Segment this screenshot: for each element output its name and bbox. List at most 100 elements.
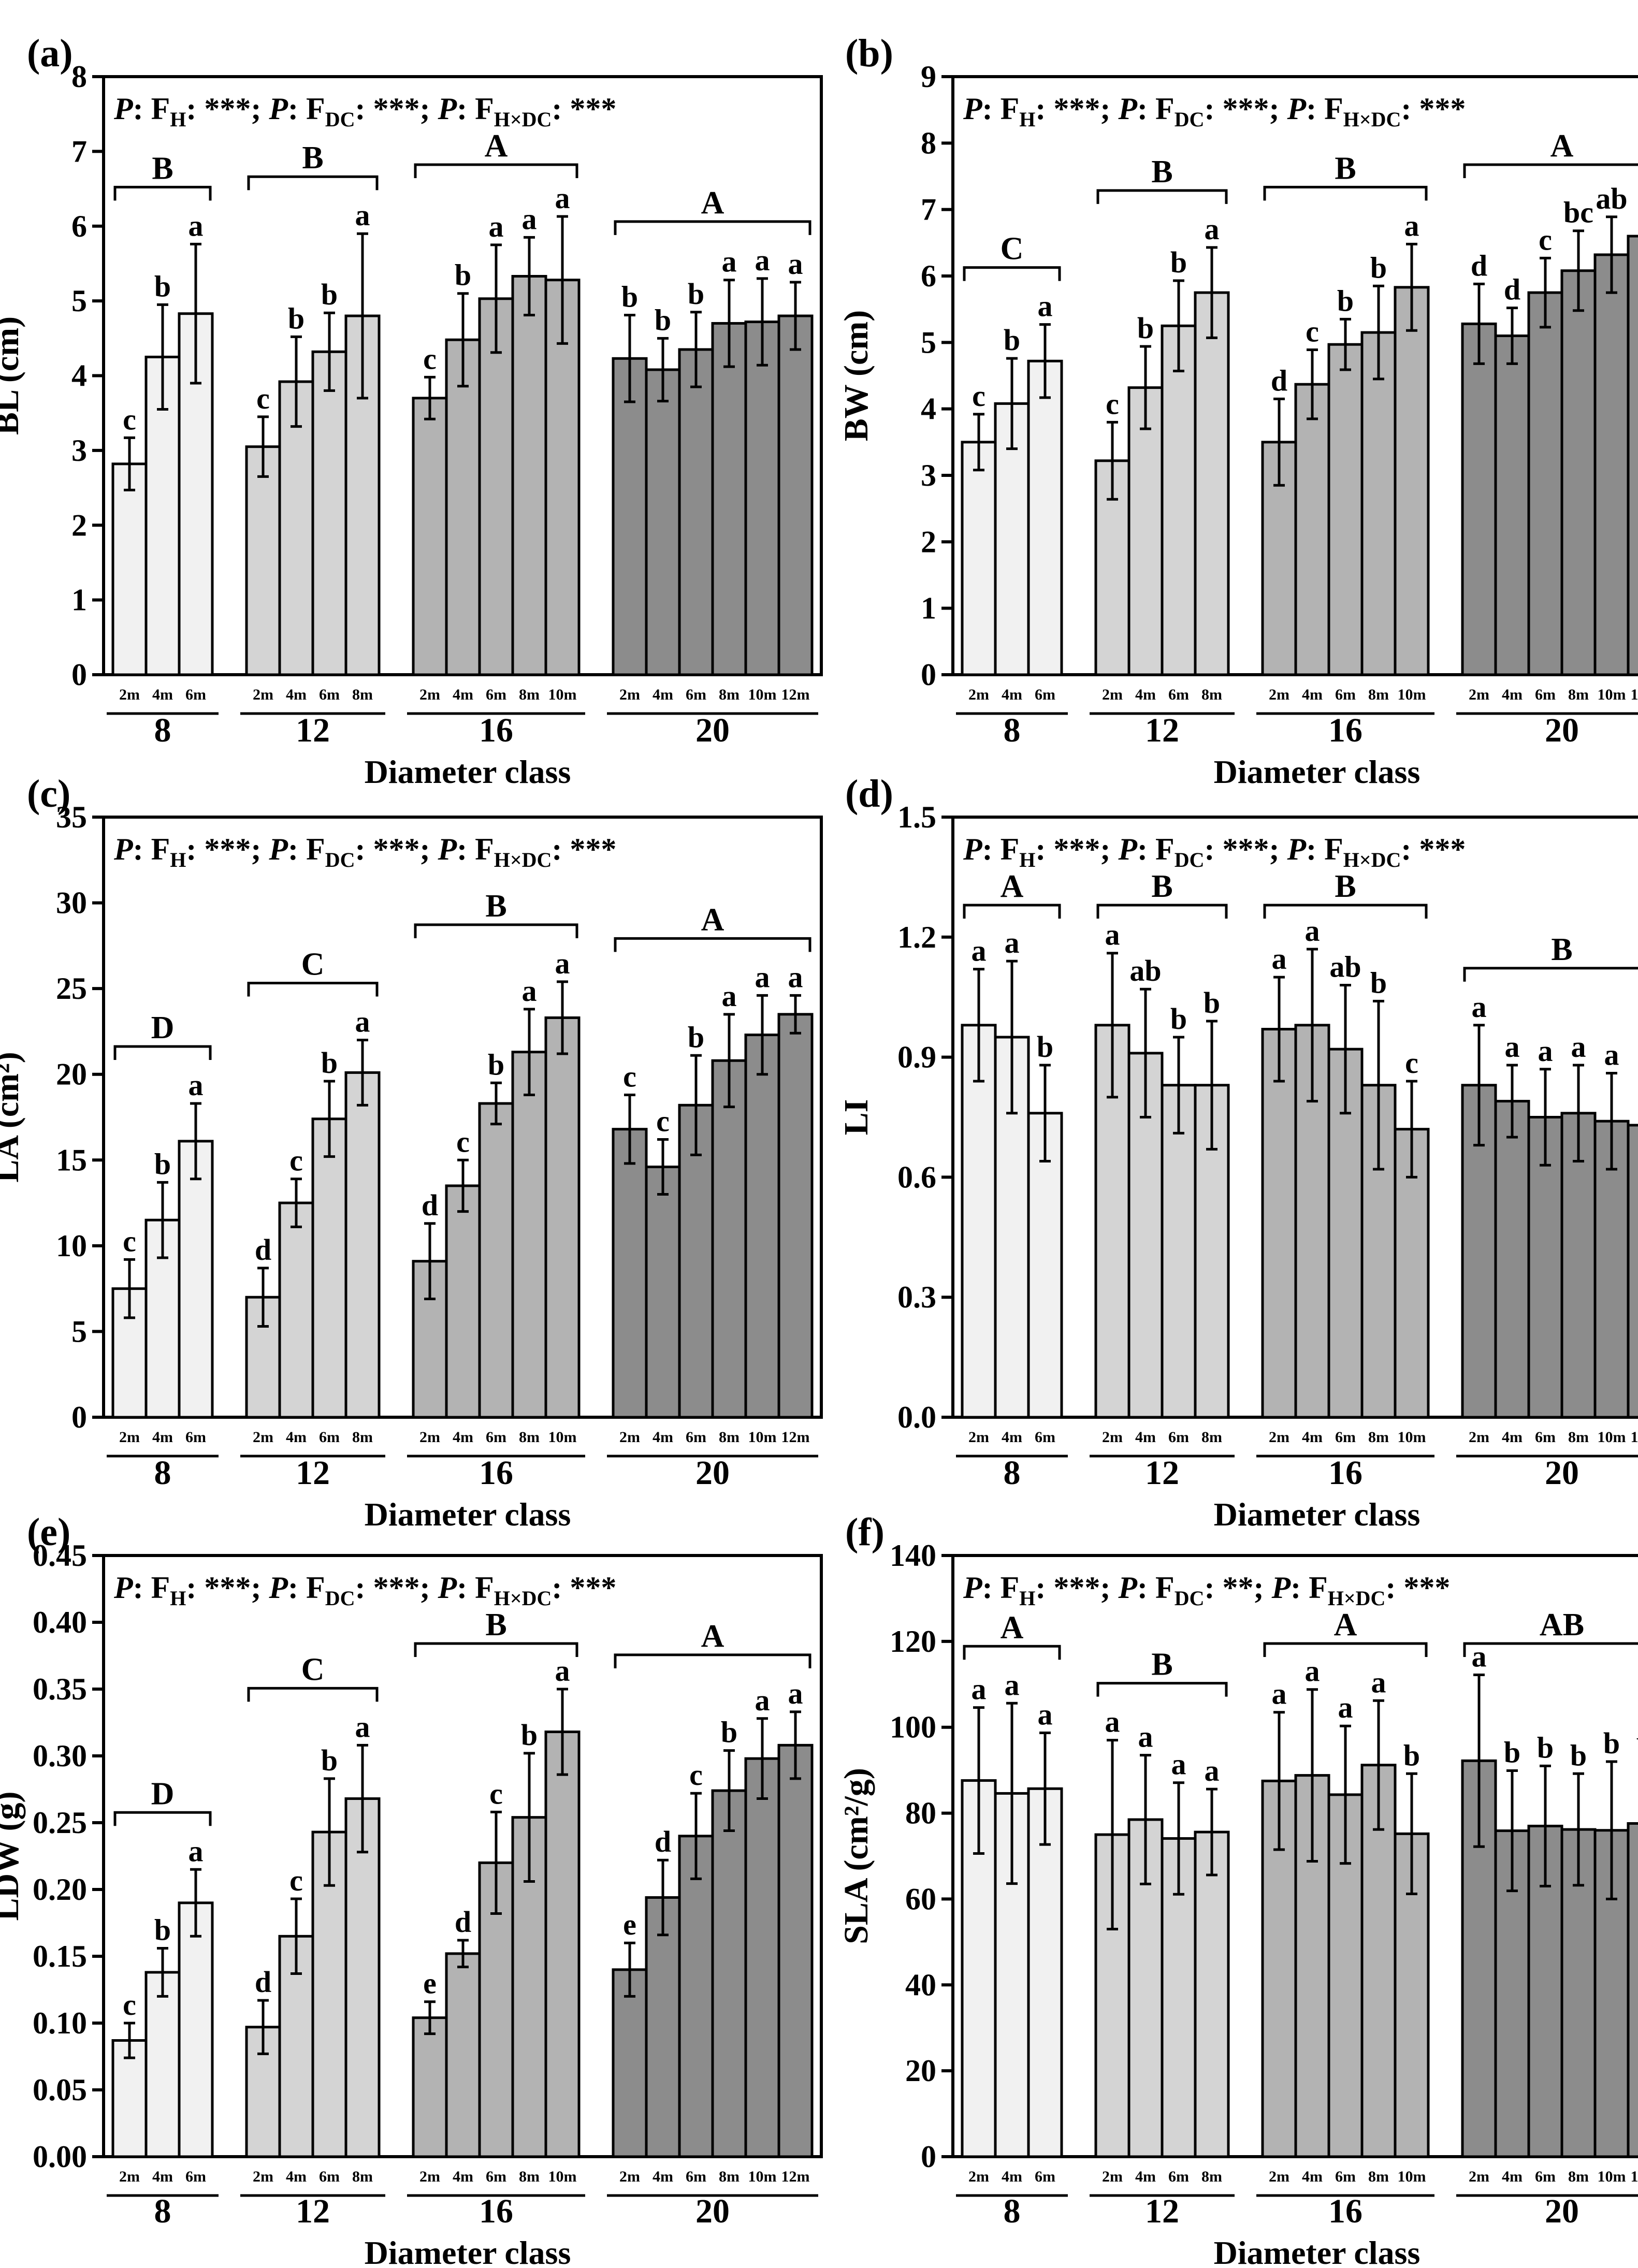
- height-label: 4m: [152, 1429, 173, 1446]
- group-letter: B: [485, 889, 506, 924]
- y-tick-label: 0.20: [33, 1872, 87, 1907]
- diameter-class-label: 16: [1328, 711, 1362, 749]
- bar: [777, 1743, 814, 2158]
- stats-p: P: [963, 1571, 983, 1605]
- y-tick-label: 1: [71, 583, 87, 617]
- significance-letter: b: [1603, 1726, 1620, 1760]
- bar: [111, 462, 148, 676]
- stats-p: P: [963, 92, 983, 126]
- significance-letter: b: [1537, 1731, 1554, 1764]
- significance-letter: a: [755, 1683, 770, 1717]
- significance-letter: a: [1205, 1754, 1220, 1787]
- stats-f-dc: ***: [373, 1571, 419, 1605]
- significance-letter: a: [189, 1068, 204, 1102]
- stats-f-hdc: ***: [1419, 92, 1466, 126]
- height-label: 4m: [1135, 1429, 1156, 1446]
- y-tick-label: 1: [921, 591, 936, 626]
- significance-letter: a: [1038, 289, 1053, 323]
- bar: [1194, 291, 1230, 676]
- height-label: 6m: [1535, 1429, 1556, 1446]
- stats-sub-h: H: [170, 108, 186, 131]
- stats-f: : F: [1306, 832, 1343, 866]
- significance-letter: b: [154, 1913, 171, 1947]
- significance-letter: c: [289, 1144, 303, 1177]
- group-bracket: [1463, 967, 1638, 982]
- diameter-class-label: 16: [479, 2192, 513, 2230]
- height-label: 8m: [519, 1429, 540, 1446]
- significance-letter: d: [422, 1188, 438, 1222]
- y-tick-label: 5: [71, 1314, 87, 1348]
- stats-p: P: [437, 1571, 457, 1605]
- y-tick-label: 120: [890, 1624, 936, 1659]
- significance-letter: a: [972, 1673, 987, 1706]
- y-tick-label: 0: [921, 658, 936, 692]
- height-label: 2m: [1102, 1429, 1123, 1446]
- x-axis-title: Diameter class: [1214, 753, 1420, 790]
- group-letter: D: [151, 1010, 175, 1045]
- stats-f-hdc: ***: [570, 1571, 616, 1605]
- group-bracket: [247, 981, 379, 997]
- y-tick-label: 4: [71, 359, 87, 393]
- height-label: 4m: [453, 2168, 473, 2185]
- bar: [311, 350, 347, 676]
- height-label: 8m: [1201, 1429, 1222, 1446]
- y-tick-label: 0.00: [33, 2140, 87, 2174]
- y-tick-label: 10: [56, 1229, 87, 1263]
- height-label: 4m: [1302, 2168, 1323, 2185]
- group-letter: B: [485, 1607, 506, 1642]
- y-tick-label: 0: [921, 2140, 936, 2174]
- height-label: 6m: [686, 1429, 706, 1446]
- significance-letter: d: [655, 1825, 671, 1858]
- stats-sep: ;: [251, 832, 269, 866]
- group-letter: B: [1151, 154, 1172, 190]
- bar: [645, 1166, 681, 1419]
- group-bracket: [1263, 904, 1428, 919]
- group-bracket: [414, 923, 578, 938]
- significance-letter: b: [1337, 284, 1354, 317]
- significance-letter: c: [123, 402, 136, 436]
- stats-f-h: ***: [204, 92, 251, 126]
- significance-letter: a: [522, 202, 537, 236]
- significance-letter: c: [623, 1059, 636, 1093]
- bar: [744, 321, 780, 676]
- height-label: 10m: [1398, 2168, 1426, 2185]
- significance-letter: a: [1105, 1705, 1120, 1739]
- height-label: 12m: [781, 2168, 810, 2185]
- y-tick-label: 4: [921, 392, 936, 426]
- stats-sep: :: [355, 832, 373, 866]
- bar: [245, 445, 281, 676]
- height-label: 8m: [719, 686, 740, 703]
- stats-f: : F: [288, 92, 325, 126]
- group-letter: A: [701, 902, 724, 937]
- height-label: 8m: [1368, 2168, 1389, 2185]
- height-label: 2m: [1102, 686, 1123, 703]
- height-label: 8m: [1568, 2168, 1589, 2185]
- stats-p: P: [1118, 92, 1138, 126]
- significance-letter: a: [755, 243, 770, 277]
- height-label: 6m: [319, 686, 340, 703]
- stats-f: : F: [982, 92, 1020, 126]
- y-tick-label: 6: [921, 259, 936, 293]
- stats-f: : F: [982, 1571, 1020, 1605]
- x-axis-title: Diameter class: [365, 1496, 571, 1533]
- stats-sep: :: [552, 832, 570, 866]
- significance-letter: a: [489, 210, 504, 243]
- group-letter: D: [151, 1776, 175, 1811]
- stats-f: : F: [1306, 92, 1343, 126]
- height-label: 2m: [1469, 686, 1489, 703]
- group-bracket: [247, 1687, 379, 1702]
- bar: [1461, 322, 1497, 676]
- height-label: 4m: [1135, 686, 1156, 703]
- height-label: 2m: [619, 686, 640, 703]
- height-label: 6m: [1168, 2168, 1189, 2185]
- height-label: 4m: [1302, 686, 1323, 703]
- significance-letter: c: [1405, 1046, 1418, 1080]
- significance-letter: a: [788, 1677, 803, 1710]
- diameter-class-label: 12: [1145, 1454, 1179, 1492]
- height-label: 4m: [152, 686, 173, 703]
- height-label: 10m: [1598, 686, 1626, 703]
- height-label: 6m: [185, 2168, 206, 2185]
- x-axis-title: Diameter class: [365, 753, 571, 790]
- group-bracket: [1096, 1682, 1228, 1697]
